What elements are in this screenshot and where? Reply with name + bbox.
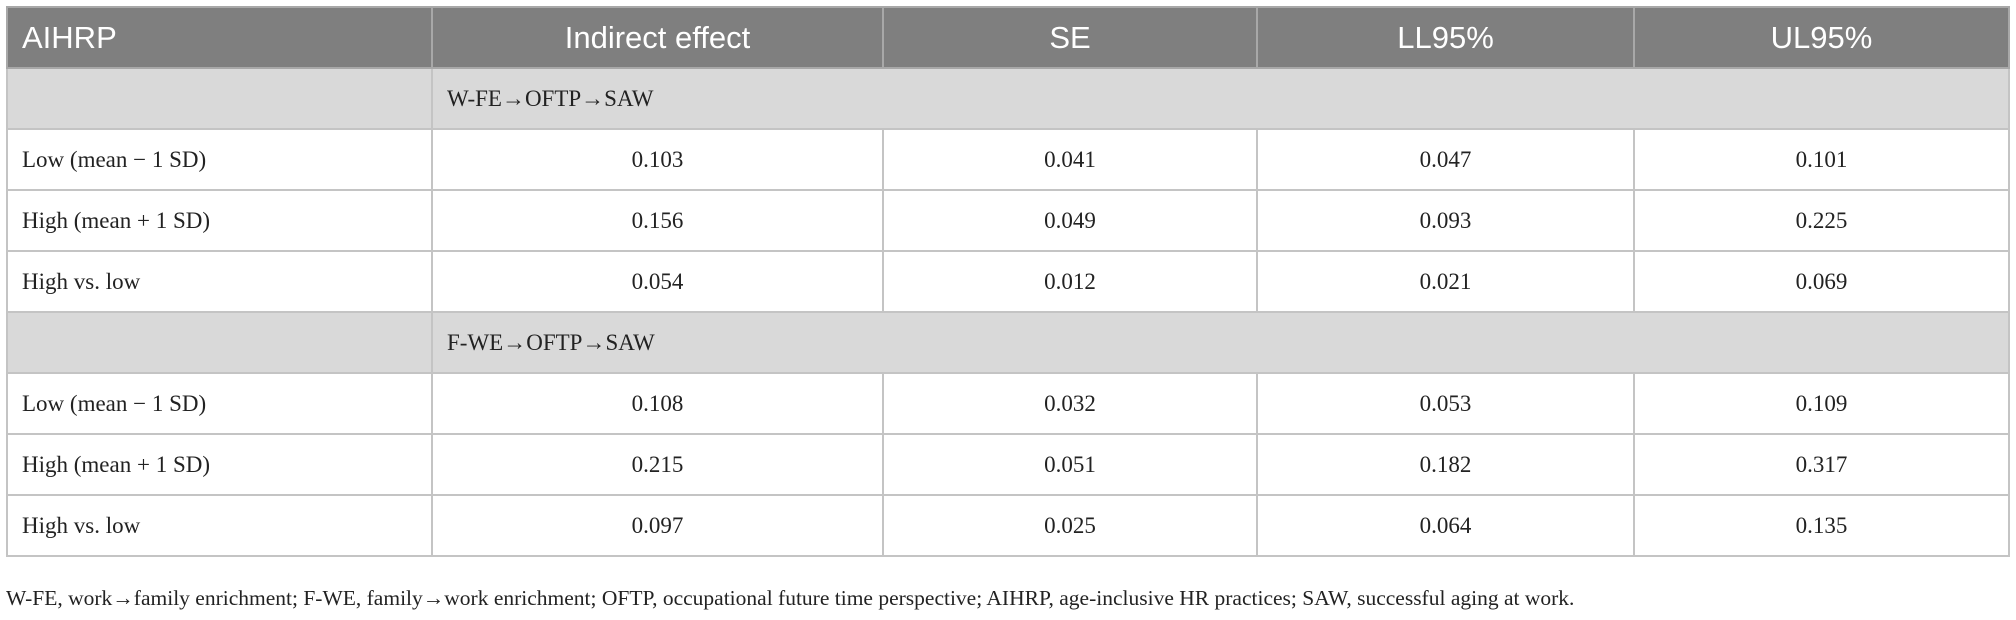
row-label: High vs. low <box>6 494 433 557</box>
value-cell: 0.317 <box>1633 433 2010 496</box>
value-cell: 0.021 <box>1256 250 1635 313</box>
value-cell: 0.156 <box>431 189 884 252</box>
value-cell: 0.093 <box>1256 189 1635 252</box>
value-cell: 0.097 <box>431 494 884 557</box>
section-row: W-FE→OFTP→SAW <box>6 67 2010 130</box>
value-cell: 0.025 <box>882 494 1258 557</box>
section-title: W-FE→OFTP→SAW <box>431 67 2010 130</box>
value-cell: 0.032 <box>882 372 1258 435</box>
row-label: High (mean + 1 SD) <box>6 433 433 496</box>
value-cell: 0.041 <box>882 128 1258 191</box>
header-cell: AIHRP <box>6 6 433 69</box>
table-body: W-FE→OFTP→SAW Low (mean − 1 SD) 0.103 0.041… <box>6 67 2010 557</box>
value-cell: 0.047 <box>1256 128 1635 191</box>
value-cell: 0.182 <box>1256 433 1635 496</box>
section-spacer <box>6 311 433 374</box>
section-row: F-WE→OFTP→SAW <box>6 311 2010 374</box>
value-cell: 0.012 <box>882 250 1258 313</box>
value-cell: 0.053 <box>1256 372 1635 435</box>
row-label: Low (mean − 1 SD) <box>6 372 433 435</box>
data-row: High vs. low 0.054 0.012 0.021 0.069 <box>6 250 2010 313</box>
header-cell: Indirect effect <box>431 6 884 69</box>
data-row: High (mean + 1 SD) 0.156 0.049 0.093 0.225 <box>6 189 2010 252</box>
value-cell: 0.049 <box>882 189 1258 252</box>
value-cell: 0.103 <box>431 128 884 191</box>
section-spacer <box>6 67 433 130</box>
row-label: High vs. low <box>6 250 433 313</box>
header-cell: SE <box>882 6 1258 69</box>
row-label: High (mean + 1 SD) <box>6 189 433 252</box>
value-cell: 0.069 <box>1633 250 2010 313</box>
value-cell: 0.054 <box>431 250 884 313</box>
value-cell: 0.108 <box>431 372 884 435</box>
section-title: F-WE→OFTP→SAW <box>431 311 2010 374</box>
footnote: W-FE, work→family enrichment; F-WE, fami… <box>6 586 1575 610</box>
table: AIHRP Indirect effect SE LL95% UL95% W-FE→OF… <box>6 6 2010 557</box>
header-row: AIHRP Indirect effect SE LL95% UL95% <box>6 6 2010 69</box>
data-row: High vs. low 0.097 0.025 0.064 0.135 <box>6 494 2010 557</box>
data-row: Low (mean − 1 SD) 0.108 0.032 0.053 0.109 <box>6 372 2010 435</box>
data-row: Low (mean − 1 SD) 0.103 0.041 0.047 0.101 <box>6 128 2010 191</box>
value-cell: 0.135 <box>1633 494 2010 557</box>
table-container: AIHRP Indirect effect SE LL95% UL95% W-FE→OF… <box>6 6 2010 557</box>
value-cell: 0.215 <box>431 433 884 496</box>
value-cell: 0.051 <box>882 433 1258 496</box>
value-cell: 0.064 <box>1256 494 1635 557</box>
header-cell: UL95% <box>1633 6 2010 69</box>
value-cell: 0.225 <box>1633 189 2010 252</box>
header-cell: LL95% <box>1256 6 1635 69</box>
value-cell: 0.109 <box>1633 372 2010 435</box>
value-cell: 0.101 <box>1633 128 2010 191</box>
row-label: Low (mean − 1 SD) <box>6 128 433 191</box>
data-row: High (mean + 1 SD) 0.215 0.051 0.182 0.317 <box>6 433 2010 496</box>
